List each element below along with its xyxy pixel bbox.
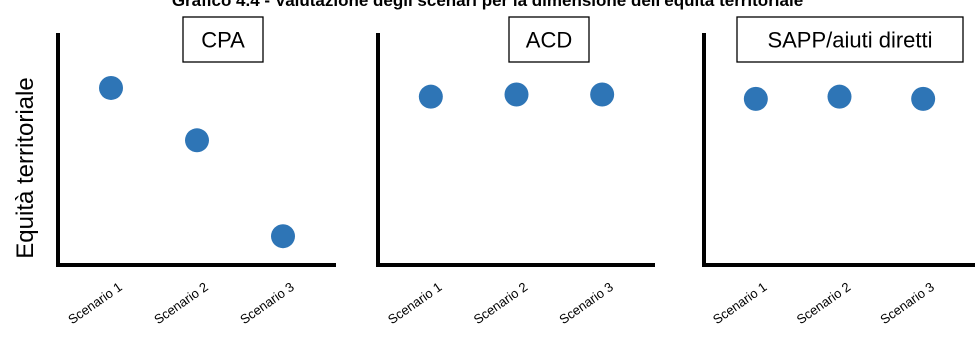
panel-1-tick-label-3: Scenario 3	[237, 279, 297, 327]
panel-2-tick-label-2: Scenario 2	[471, 279, 531, 327]
panel-3-point-2	[827, 84, 852, 109]
panel-3-tick-label-3: Scenario 3	[877, 279, 937, 327]
panel-2-point-1	[418, 84, 443, 109]
panel-2-point-3	[590, 82, 615, 107]
panel-3-point-3	[911, 86, 936, 111]
panel-2-tick-label-3: Scenario 3	[556, 279, 616, 327]
panel-2-title-box	[508, 16, 590, 63]
figure-heading: Grafico 4.4 - Valutazione degli scenari …	[171, 0, 804, 10]
panel-3-tick-label-1: Scenario 1	[710, 279, 770, 327]
panel-2-title: ACD	[526, 28, 572, 53]
panel-3-title: SAPP/aiuti diretti	[767, 28, 932, 53]
panel-2-tick-label-1: Scenario 1	[385, 279, 445, 327]
panel-3-point-1	[743, 86, 768, 111]
panel-1-title-box	[182, 16, 264, 63]
panel-1-point-2	[185, 128, 209, 153]
panel-1-tick-label-2: Scenario 2	[151, 279, 211, 327]
panel-1-tick-label-1: Scenario 1	[65, 279, 125, 327]
panel-3-title-box	[736, 16, 964, 63]
panel-2-point-2	[504, 82, 529, 107]
panel-1-title: CPA	[201, 28, 245, 53]
panel-1-point-1	[99, 75, 123, 100]
panel-1-point-3	[271, 224, 295, 249]
panel-3-tick-label-2: Scenario 2	[794, 279, 854, 327]
